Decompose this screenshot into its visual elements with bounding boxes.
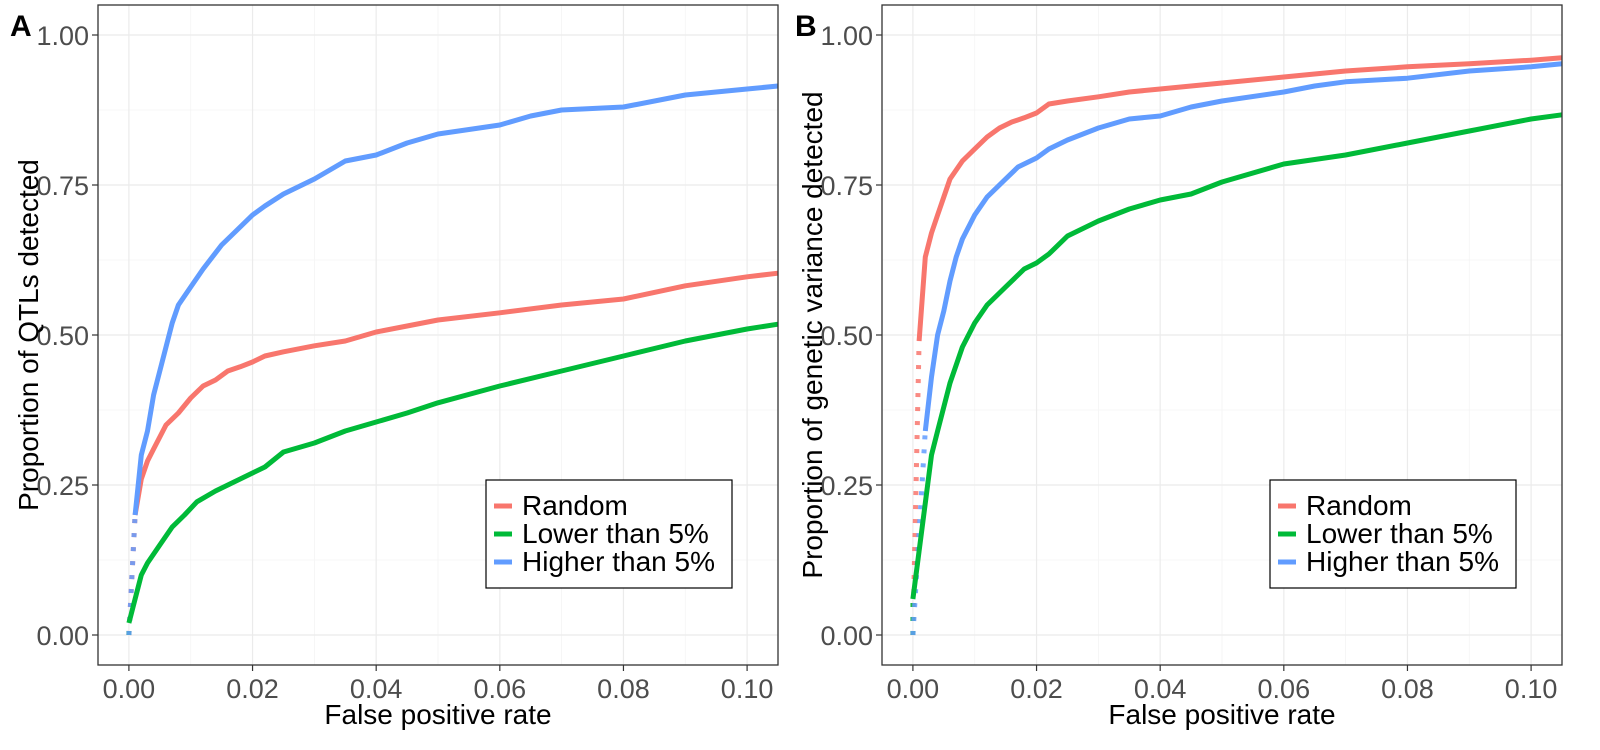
dotted-segment-2	[126, 514, 138, 636]
series-line-0	[916, 55, 1563, 342]
series-line-2	[922, 61, 1563, 432]
y-tick-label: 0.75	[36, 171, 89, 201]
panel-b: B 0.00 0.02 0.04 0.06 0.08 0.10 0.000.250.500…	[795, 4, 1563, 730]
legend-label-0: Random	[1306, 490, 1412, 521]
x-tick-label: 0.04	[350, 674, 403, 704]
x-tick-label: 0.00	[103, 674, 156, 704]
series-line-2	[132, 83, 779, 516]
legend-box	[485, 479, 733, 589]
x-tick-label: 0.00	[887, 674, 940, 704]
x-tick-label: 0.06	[1258, 674, 1311, 704]
series-lines-b	[910, 55, 1563, 600]
x-tick-label: 0.10	[1505, 674, 1558, 704]
y-axis-title-b: Proportion of genetic variance detected	[797, 91, 828, 578]
y-tick-label: 0.25	[36, 471, 89, 501]
y-tick-label: 1.00	[820, 21, 873, 51]
dotted-segments-a	[126, 514, 138, 636]
y-tick-label: 0.75	[820, 171, 873, 201]
x-tick-label: 0.04	[1134, 674, 1187, 704]
series-lines-a	[126, 83, 779, 624]
y-axis-title-a: Proportion of QTLs detected	[13, 159, 44, 511]
x-tick-label: 0.02	[1010, 674, 1063, 704]
y-tick-label: 0.25	[820, 471, 873, 501]
series-line-0	[132, 270, 779, 516]
x-tick-label: 0.02	[226, 674, 279, 704]
x-tick-label: 0.08	[1381, 674, 1434, 704]
panel-tag-a: A	[10, 10, 32, 43]
x-tick-label: 0.06	[474, 674, 527, 704]
x-ticks-a: 0.00 0.02 0.04 0.06 0.08 0.10	[103, 665, 774, 704]
dotted-segments-b	[910, 340, 928, 636]
dotted-segment-2	[910, 430, 928, 636]
x-axis-title-a: False positive rate	[324, 699, 551, 730]
legend-label-2: Higher than 5%	[1306, 546, 1499, 577]
legend-label-2: Higher than 5%	[522, 546, 715, 577]
y-tick-label: 0.00	[36, 621, 89, 651]
y-ticks-b: 0.00 0.25 0.50 0.75 1.00	[820, 21, 882, 651]
legend-label-0: Random	[522, 490, 628, 521]
x-tick-label: 0.10	[721, 674, 774, 704]
y-tick-label: 0.50	[36, 321, 89, 351]
y-tick-label: 0.00	[820, 621, 873, 651]
series-line-1	[126, 321, 779, 624]
y-tick-label: 0.50	[820, 321, 873, 351]
legend-box	[1269, 479, 1517, 589]
panel-tag-b: B	[795, 10, 817, 43]
series-line-1	[910, 112, 1563, 600]
x-ticks-b: 0.00 0.02 0.04 0.06 0.08 0.10	[887, 665, 1558, 704]
y-tick-label: 1.00	[36, 21, 89, 51]
legend-label-1: Lower than 5%	[522, 518, 709, 549]
x-tick-label: 0.08	[597, 674, 650, 704]
panel-a: A 0.00 0.02 0.04 0.06 0.08 0.10 0.000.250.500…	[10, 4, 779, 730]
x-axis-title-b: False positive rate	[1108, 699, 1335, 730]
y-ticks-a: 0.00 0.25 0.50 0.75 1.00	[36, 21, 98, 651]
legend-label-1: Lower than 5%	[1306, 518, 1493, 549]
